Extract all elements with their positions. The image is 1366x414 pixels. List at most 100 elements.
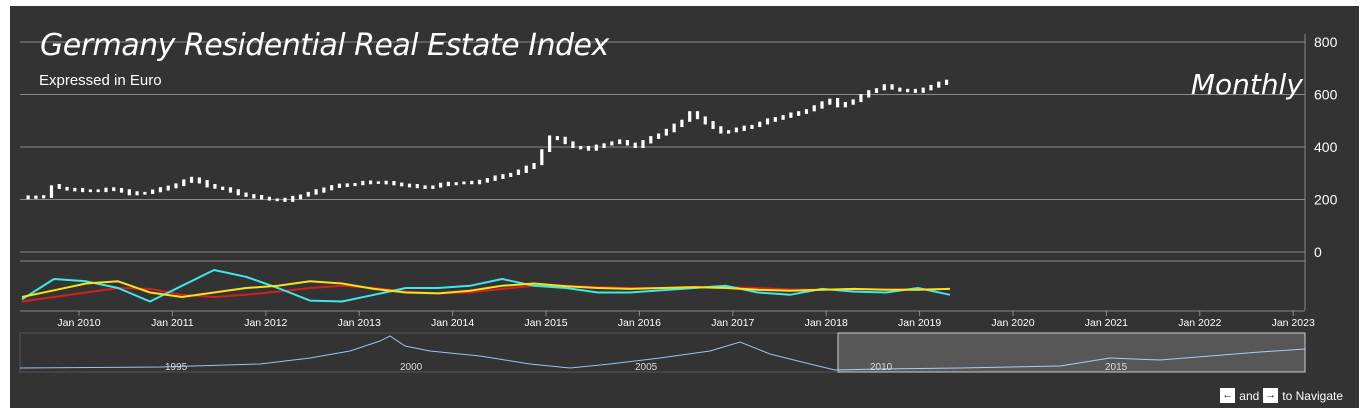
candle <box>750 124 754 130</box>
candle <box>742 125 746 131</box>
candle <box>431 185 435 189</box>
candle <box>151 189 155 194</box>
candle <box>174 183 178 189</box>
candle <box>298 194 303 200</box>
candle <box>392 180 396 186</box>
candle <box>656 133 661 139</box>
candle <box>555 136 559 141</box>
navigator-series-line <box>19 335 1306 371</box>
candle <box>859 94 863 103</box>
x-tick-label: Jan 2021 <box>1085 317 1128 329</box>
candle <box>104 187 108 193</box>
x-tick-label: Jan 2014 <box>431 317 474 329</box>
candle <box>758 121 762 128</box>
candle <box>789 112 793 118</box>
candle <box>843 101 847 108</box>
nav-text-label: to Navigate <box>1282 388 1343 403</box>
y-tick-label: 800 <box>1314 34 1338 50</box>
x-tick-label: Jan 2023 <box>1272 317 1315 329</box>
navigate-hint: ← and → to Navigate <box>1220 388 1343 403</box>
candle <box>602 143 606 149</box>
candle <box>182 179 186 187</box>
candle <box>400 182 404 187</box>
candle <box>244 192 248 197</box>
price-grid: 0 200 400 600 800 <box>20 34 1338 260</box>
candle <box>384 180 388 185</box>
oscillator-yellow-line <box>21 280 951 298</box>
candle <box>42 195 46 199</box>
candle <box>407 183 412 188</box>
candle <box>711 121 715 130</box>
candle <box>119 187 124 193</box>
candle <box>267 196 271 201</box>
candle <box>540 149 544 166</box>
candle <box>835 98 840 108</box>
nav-and-label: and <box>1239 388 1260 403</box>
candle <box>143 191 147 195</box>
candle <box>765 118 770 125</box>
candle <box>781 115 785 120</box>
candle <box>812 105 816 112</box>
candle <box>368 180 373 185</box>
candle <box>353 183 357 187</box>
candle <box>376 181 380 184</box>
candle <box>306 191 310 197</box>
navigator-tick-label: 2005 <box>635 362 658 373</box>
navigator-tick-label: 1995 <box>165 362 188 373</box>
candle <box>882 84 886 91</box>
candle <box>633 142 637 149</box>
candle <box>516 169 521 175</box>
candle <box>664 128 668 136</box>
candle <box>524 165 528 173</box>
candle <box>477 179 482 185</box>
candle <box>485 178 489 183</box>
x-axis: Jan 2010 Jan 2011 Jan 2012 Jan 2013 Jan 2014… <box>57 311 1315 329</box>
candle <box>275 198 279 202</box>
candle <box>890 84 894 90</box>
candle <box>625 140 630 146</box>
candle <box>112 187 116 192</box>
candle <box>205 180 209 188</box>
candle <box>571 141 575 149</box>
candle <box>898 87 902 92</box>
candle <box>166 185 170 191</box>
candle <box>236 189 240 196</box>
candle <box>127 189 131 196</box>
navigator-range-selector <box>837 332 1306 373</box>
candle <box>283 197 287 202</box>
candle <box>439 182 443 188</box>
x-tick-label: Jan 2011 <box>151 317 194 329</box>
candle <box>944 79 949 86</box>
y-tick-label: 400 <box>1314 139 1338 155</box>
candle <box>470 180 474 185</box>
candle <box>649 136 653 144</box>
candle <box>49 185 54 198</box>
candle <box>57 184 61 189</box>
x-tick-label: Jan 2017 <box>711 317 754 329</box>
candle <box>820 101 824 109</box>
candle <box>586 145 591 151</box>
candle <box>135 191 139 196</box>
candles <box>26 79 949 202</box>
candle <box>828 98 832 105</box>
candle <box>26 195 30 200</box>
candle <box>695 111 700 120</box>
x-tick-label: Jan 2010 <box>57 317 100 329</box>
candle <box>610 141 614 146</box>
candle <box>158 187 163 193</box>
x-tick-label: Jan 2012 <box>244 317 287 329</box>
candle <box>454 182 458 186</box>
chart-title: Germany Residential Real Estate Index <box>40 28 609 63</box>
candle <box>797 111 801 116</box>
candle <box>96 189 100 193</box>
candle <box>929 84 933 91</box>
candle <box>773 117 777 122</box>
candle <box>680 119 684 128</box>
candle <box>81 187 85 193</box>
candle <box>594 144 598 151</box>
candle <box>579 145 583 150</box>
candle <box>937 81 941 88</box>
candle <box>548 135 552 152</box>
x-tick-label: Jan 2022 <box>1178 317 1221 329</box>
